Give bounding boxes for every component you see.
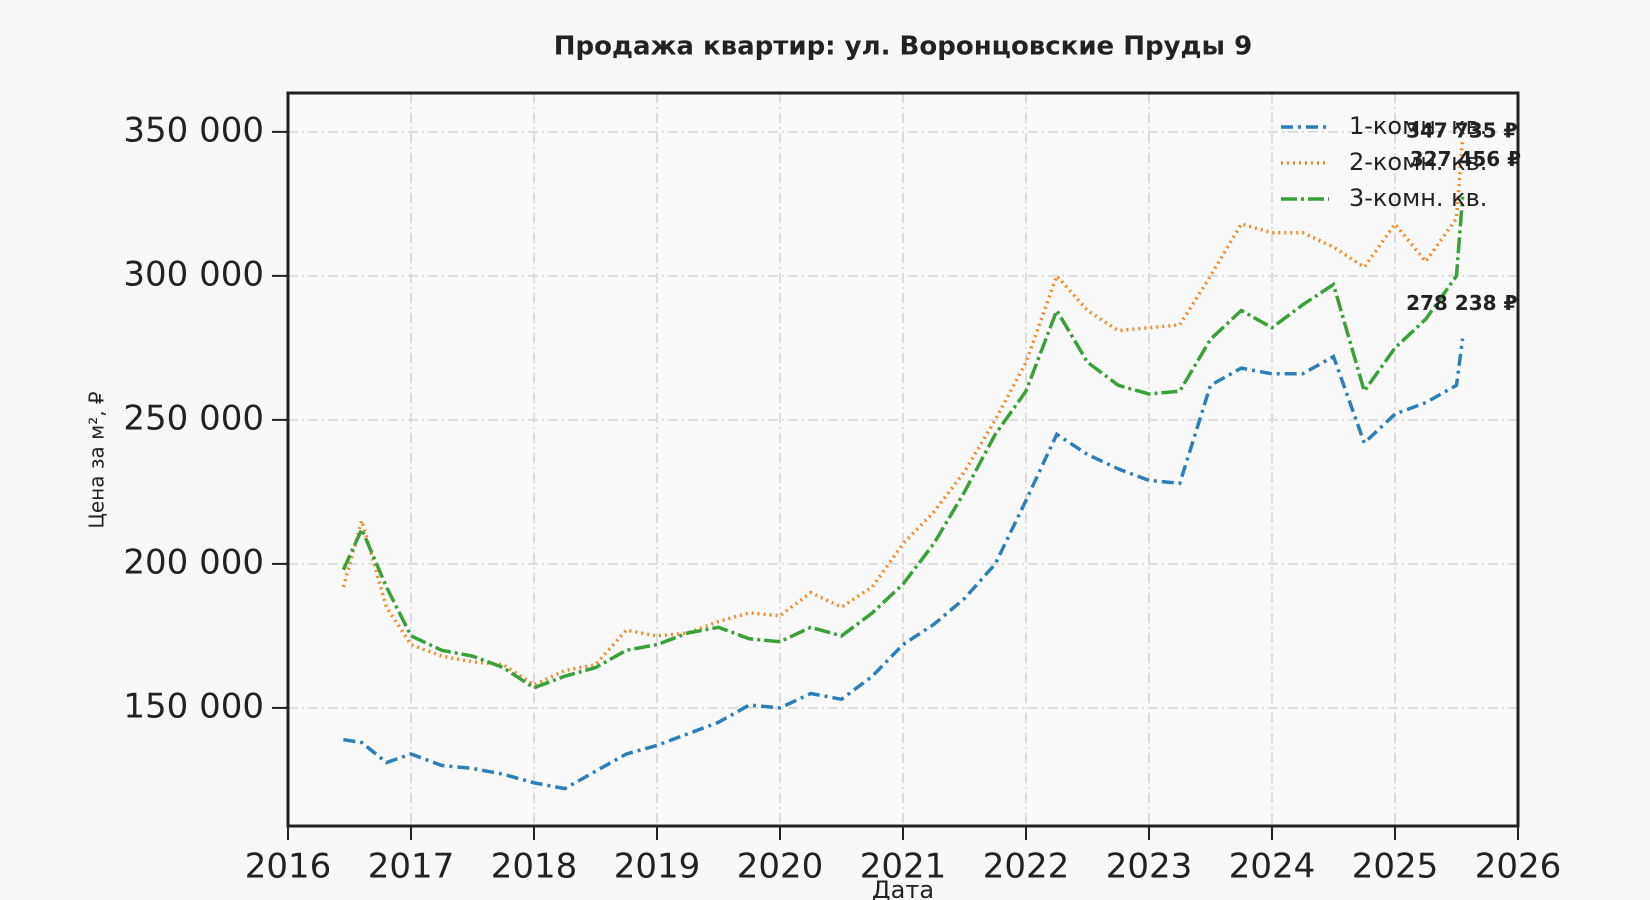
series-line bbox=[343, 338, 1465, 791]
end-label: 278 238 ₽ bbox=[1406, 291, 1517, 315]
plot-frame bbox=[286, 91, 1520, 828]
x-tick-label: 2021 bbox=[860, 847, 947, 887]
x-tick-label: 2025 bbox=[1352, 847, 1439, 887]
y-tick-label: 200 000 bbox=[123, 542, 264, 582]
x-tick-label: 2026 bbox=[1475, 847, 1562, 887]
series-line bbox=[341, 196, 1465, 690]
x-axis-label: Дата bbox=[872, 876, 934, 900]
x-tick-label: 2022 bbox=[983, 847, 1070, 887]
chart-title: Продажа квартир: ул. Воронцовские Пруды … bbox=[554, 32, 1252, 62]
y-tick-label: 150 000 bbox=[123, 686, 264, 726]
x-tick-label: 2016 bbox=[245, 847, 332, 887]
end-label: 347 735 ₽ bbox=[1406, 118, 1517, 142]
x-tick-label: 2018 bbox=[491, 847, 578, 887]
x-tick-label: 2017 bbox=[368, 847, 455, 887]
y-tick-label: 350 000 bbox=[123, 110, 264, 150]
legend-label: 2-комн. кв. bbox=[1349, 148, 1487, 176]
legend-label: 3-комн. кв. bbox=[1349, 184, 1487, 212]
x-tick-label: 2023 bbox=[1106, 847, 1193, 887]
y-tick-label: 300 000 bbox=[123, 254, 264, 294]
legend-label: 1-комн. кв. bbox=[1349, 112, 1487, 140]
x-tick-label: 2019 bbox=[614, 847, 701, 887]
x-tick-label: 2024 bbox=[1229, 847, 1316, 887]
y-tick-label: 250 000 bbox=[123, 398, 264, 438]
y-axis-label: Цена за м², ₽ bbox=[85, 391, 109, 529]
end-label: 327 456 ₽ bbox=[1410, 147, 1521, 171]
x-tick-label: 2020 bbox=[737, 847, 824, 887]
